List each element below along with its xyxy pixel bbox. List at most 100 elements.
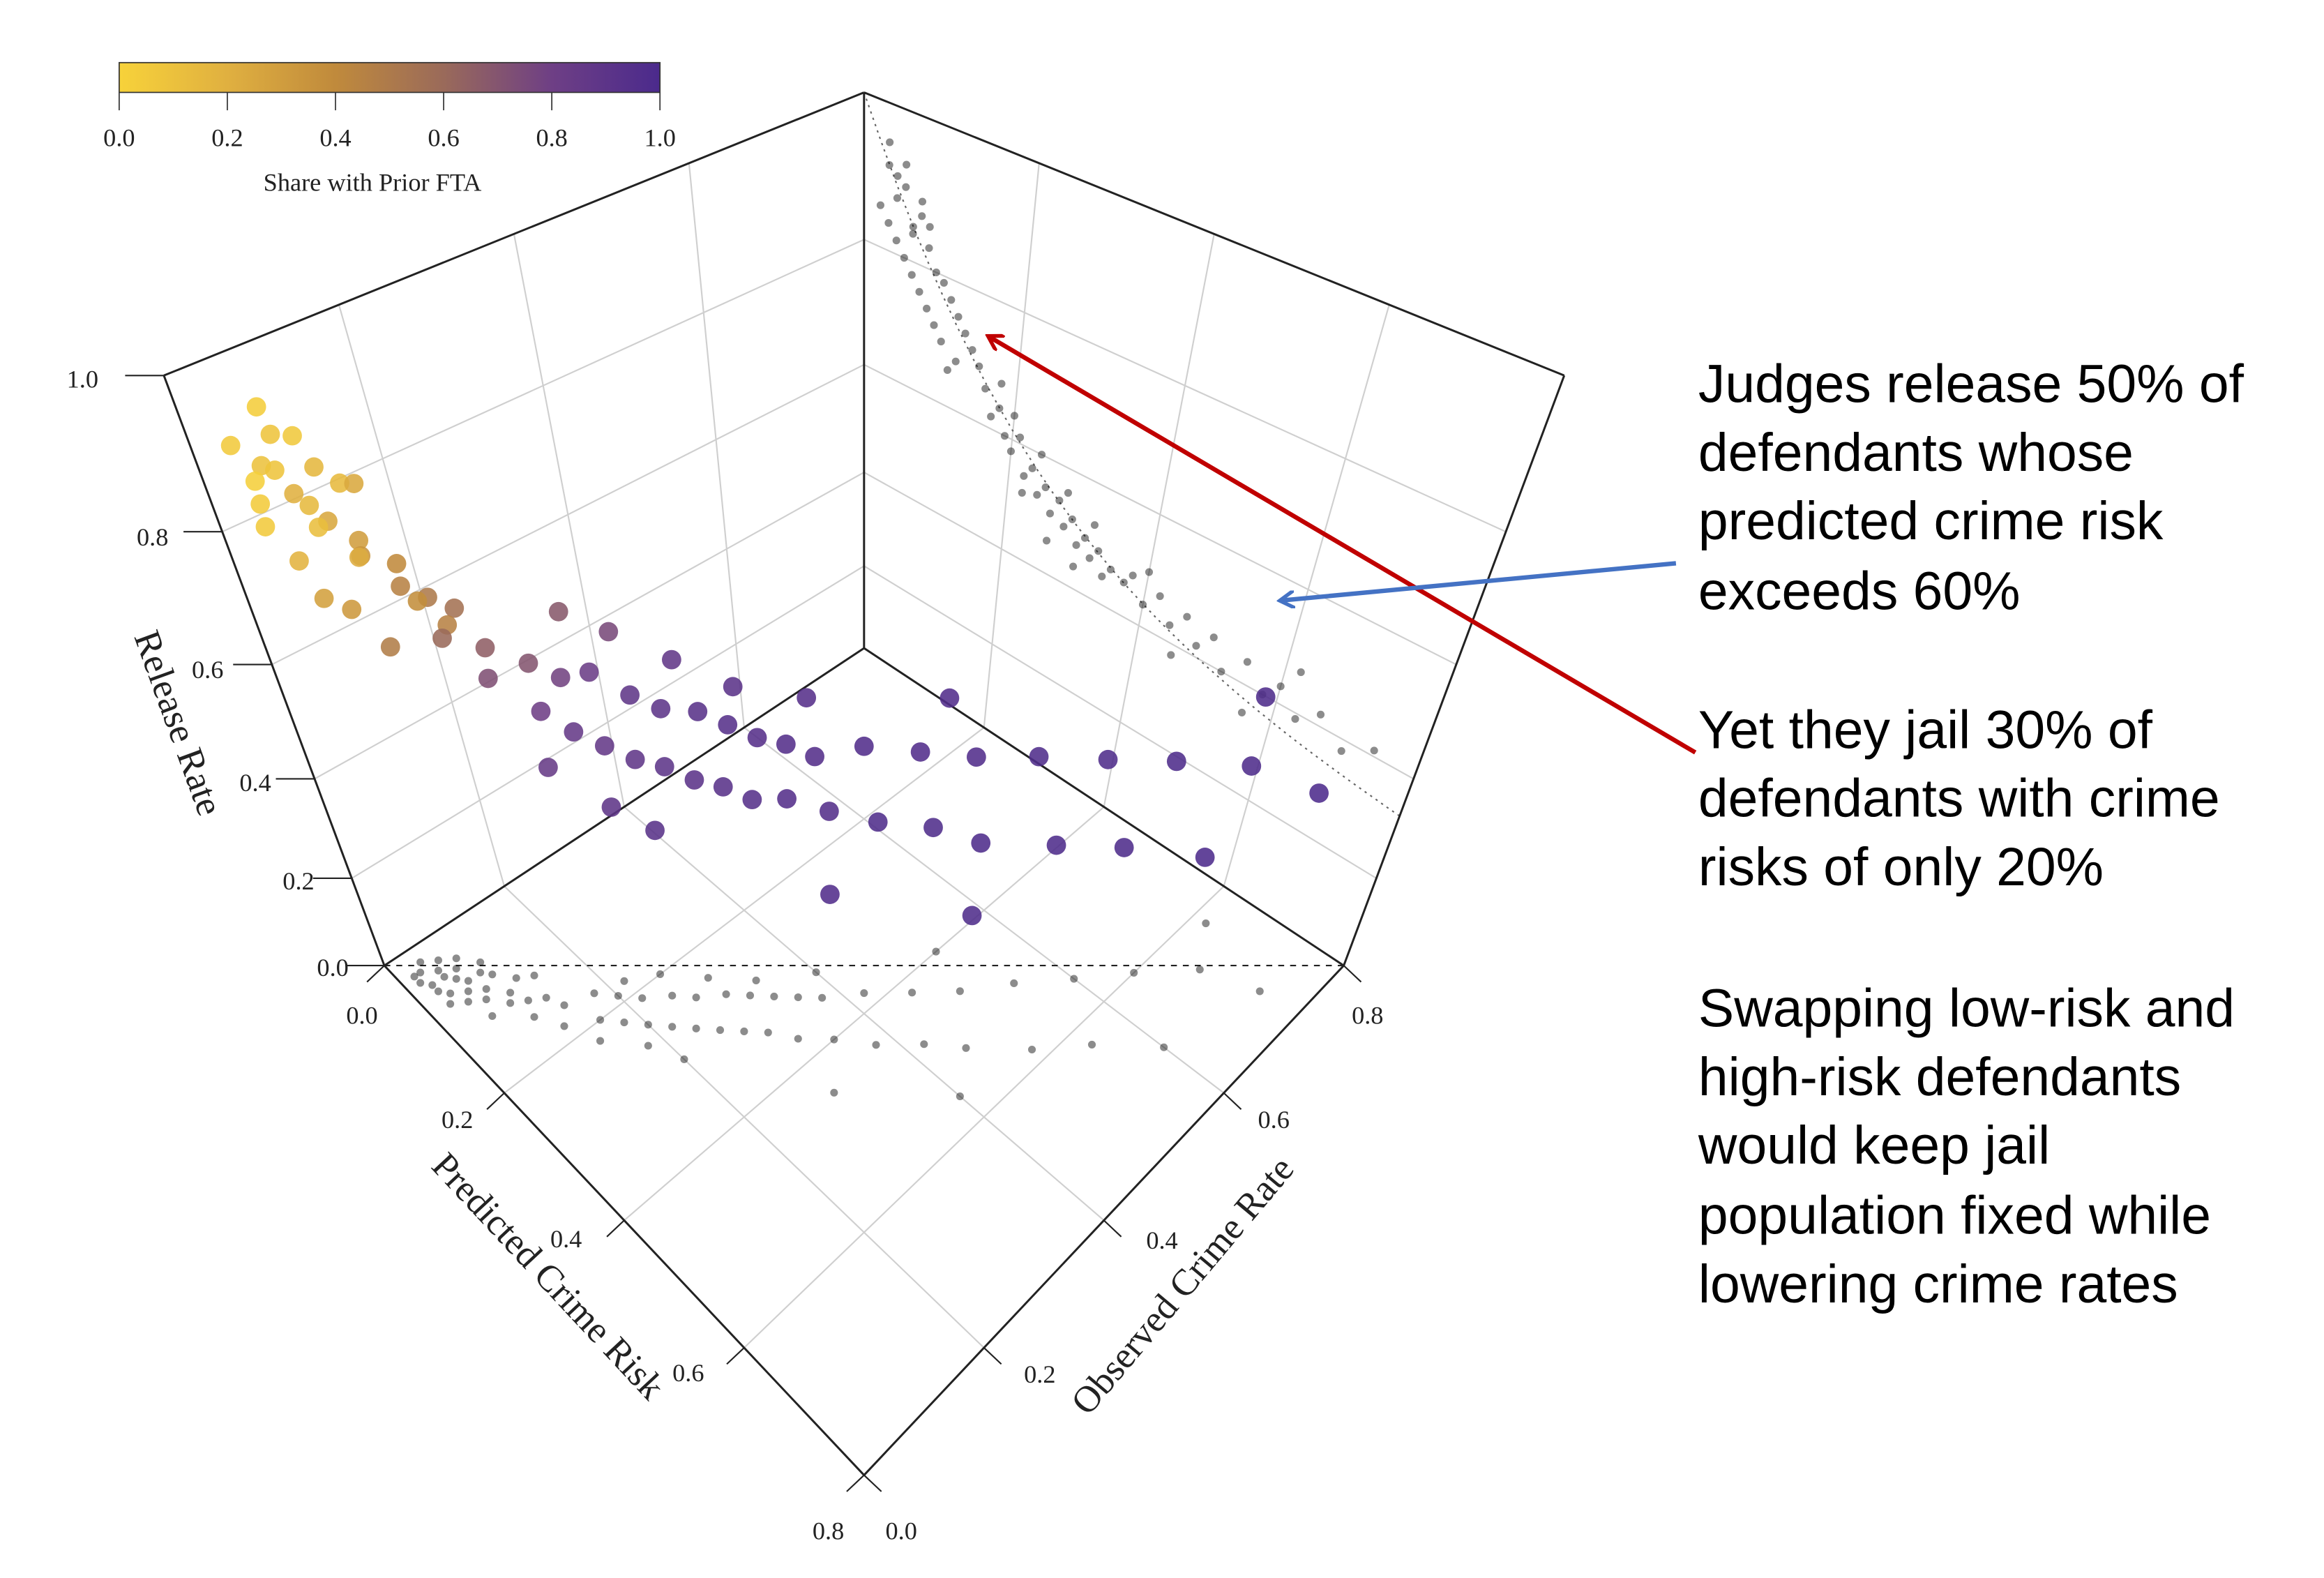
wall-projection-point bbox=[918, 197, 927, 206]
scatter-point bbox=[1242, 756, 1262, 776]
colorbar-tick-label: 0.6 bbox=[428, 123, 459, 151]
scatter-point bbox=[386, 554, 407, 573]
floor-projection-point bbox=[446, 1000, 455, 1008]
wall-projection-point bbox=[1064, 488, 1072, 497]
wall-projection-point bbox=[947, 296, 956, 304]
scatter-point bbox=[1114, 838, 1134, 857]
floor-projection-point bbox=[464, 987, 472, 995]
scatter-points bbox=[220, 397, 1329, 926]
scatter-point bbox=[246, 397, 266, 417]
floor-projection-point bbox=[446, 989, 455, 998]
floor-projection-point bbox=[542, 993, 550, 1002]
wall-projection-point bbox=[1068, 515, 1076, 523]
floor-projection-point bbox=[506, 999, 515, 1007]
y-tick bbox=[983, 1347, 1002, 1365]
floor-projection-point bbox=[512, 974, 520, 982]
scatter-point bbox=[1166, 751, 1186, 772]
wall-projection-point bbox=[1337, 746, 1345, 756]
floor-projection-point bbox=[860, 989, 868, 998]
scatter-point bbox=[688, 702, 708, 721]
floor-projection-point bbox=[746, 991, 755, 1000]
z-tick-label: 0.4 bbox=[239, 769, 271, 797]
scatter-point bbox=[314, 588, 334, 608]
y-tick bbox=[1223, 1092, 1242, 1110]
scatter-point bbox=[250, 494, 271, 514]
scatter-point bbox=[723, 677, 743, 697]
wall-projection-point bbox=[987, 412, 995, 421]
floor-projection-point bbox=[680, 1055, 688, 1064]
scatter-point bbox=[548, 601, 568, 622]
floor-projection-point bbox=[440, 972, 448, 981]
scatter-point bbox=[260, 424, 280, 444]
scatter-point bbox=[550, 668, 571, 688]
wall-projection-point bbox=[885, 160, 893, 170]
x-tick-label: 0.6 bbox=[672, 1359, 704, 1387]
wall-projection-point bbox=[1069, 562, 1078, 571]
annotation-line: high-risk defendants bbox=[1698, 1047, 2181, 1107]
floor-projection-point bbox=[482, 985, 490, 993]
wall-projection-point bbox=[1237, 708, 1246, 716]
wall-projection-point bbox=[975, 362, 983, 370]
annotation-line: lowering crime rates bbox=[1698, 1254, 2178, 1314]
wall-projection-point bbox=[1059, 523, 1068, 531]
floor-projection-point bbox=[794, 993, 802, 1002]
floor-projection-point bbox=[920, 1040, 928, 1049]
scatter-point bbox=[777, 789, 797, 809]
floor-projection-point bbox=[452, 964, 460, 972]
floor-projection-point bbox=[476, 968, 485, 977]
annotation-jail: Yet they jail 30% of defendants with cri… bbox=[1698, 700, 2220, 897]
blue-annotation-arrow bbox=[1281, 561, 1677, 600]
left-wall-grid-line bbox=[271, 363, 865, 666]
floor-projection-point bbox=[488, 970, 497, 979]
scatter-point bbox=[349, 547, 369, 567]
axis-edge bbox=[163, 375, 386, 966]
floor-projection-point bbox=[1195, 965, 1204, 974]
annotation-release: Judges release 50% of defendants whose p… bbox=[1698, 354, 2244, 622]
floor-projection-point bbox=[464, 977, 472, 985]
wall-projection-point bbox=[1080, 534, 1089, 542]
floor-projection-point bbox=[530, 1013, 538, 1021]
wall-projection-point bbox=[961, 329, 969, 338]
scatter-point bbox=[564, 722, 584, 742]
floor-projection-point bbox=[764, 1028, 772, 1037]
scatter-point bbox=[304, 457, 324, 477]
scatter-point bbox=[684, 770, 704, 790]
floor-projection-point bbox=[560, 1022, 568, 1030]
wall-projection-point bbox=[923, 304, 931, 313]
z-tick-label: 0.0 bbox=[317, 954, 348, 982]
colorbar-tick-label: 0.0 bbox=[103, 123, 135, 151]
floor-projection-point bbox=[692, 1024, 700, 1032]
floor-projection-point bbox=[620, 977, 628, 985]
annotation-line: population fixed while bbox=[1698, 1186, 2211, 1246]
scatter-point bbox=[645, 820, 665, 841]
wall-projection-point bbox=[1165, 621, 1174, 629]
wall-projection-point bbox=[1028, 464, 1036, 472]
z-tick-label: 0.2 bbox=[282, 867, 314, 895]
floor-projection-point bbox=[818, 993, 827, 1002]
wall-projection-point bbox=[1018, 488, 1026, 497]
scatter-point bbox=[407, 591, 428, 611]
wall-projection-point bbox=[932, 268, 940, 277]
y-tick-label: 0.4 bbox=[1146, 1226, 1177, 1254]
wall-projection-point bbox=[930, 321, 938, 329]
scatter-point bbox=[1195, 848, 1215, 867]
y-axis-label: Observed Crime Rate bbox=[1062, 1148, 1301, 1422]
wall-projection-point bbox=[1129, 571, 1137, 580]
floor-projection-point bbox=[830, 1035, 838, 1044]
floor-projection-point bbox=[614, 991, 622, 1000]
wall-projection-point bbox=[951, 357, 960, 366]
floor-projection-point bbox=[692, 993, 700, 1002]
wall-projection-point bbox=[1183, 613, 1191, 621]
wall-projection-point bbox=[1316, 710, 1325, 719]
scatter-point bbox=[868, 812, 888, 832]
scatter-point bbox=[819, 802, 839, 821]
wall-projection-point bbox=[886, 138, 894, 146]
right-wall-grid-line bbox=[1103, 234, 1215, 807]
grid-lines bbox=[222, 163, 1507, 1348]
floor-projection-point bbox=[1202, 919, 1210, 928]
wall-projection-point bbox=[1016, 433, 1025, 442]
x-tick-label: 0.2 bbox=[442, 1106, 473, 1134]
z-tick-label: 0.6 bbox=[192, 656, 223, 684]
scatter-point bbox=[854, 736, 874, 756]
floor-projection-point bbox=[530, 971, 538, 979]
